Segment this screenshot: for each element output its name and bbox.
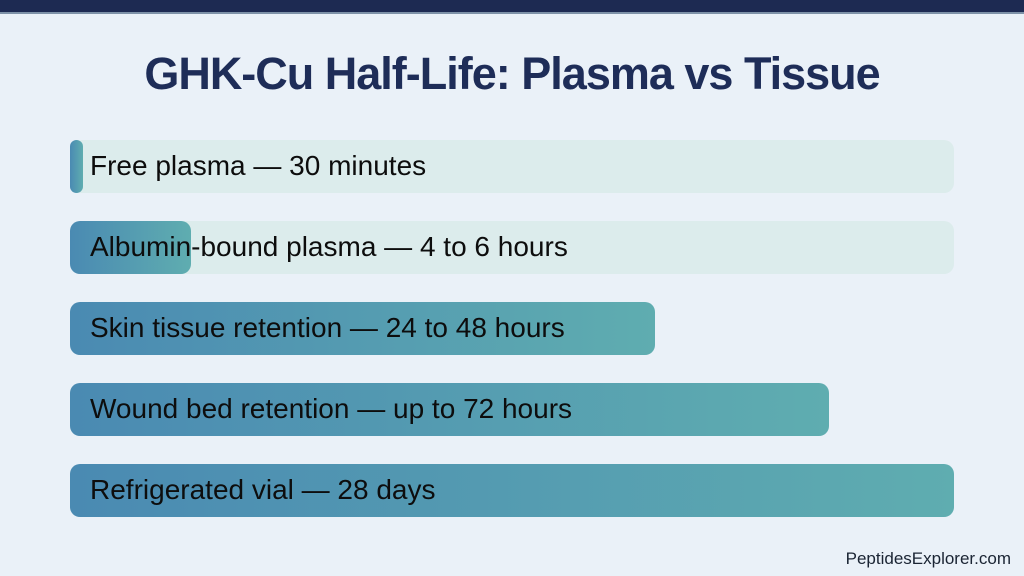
bar-label: Skin tissue retention — 24 to 48 hours bbox=[90, 312, 565, 344]
bar-label: Free plasma — 30 minutes bbox=[90, 150, 427, 182]
source-watermark: PeptidesExplorer.com bbox=[845, 549, 1011, 568]
bar-label: Wound bed retention — up to 72 hours bbox=[90, 393, 573, 425]
bar-fill bbox=[70, 463, 954, 517]
bar-fill bbox=[70, 382, 830, 436]
bar-row: Wound bed retention — up to 72 hours bbox=[70, 382, 954, 436]
header-accent-bar bbox=[0, 0, 1024, 14]
page-title: GHK-Cu Half-Life: Plasma vs Tissue bbox=[144, 48, 880, 99]
bar-row: Skin tissue retention — 24 to 48 hours bbox=[70, 301, 954, 355]
bar-label: Refrigerated vial — 28 days bbox=[90, 474, 436, 506]
bar-row: Albumin-bound plasma — 4 to 6 hours bbox=[70, 220, 954, 274]
bar-fill bbox=[70, 220, 192, 274]
bar-track bbox=[72, 220, 954, 274]
bar-row: Refrigerated vial — 28 days bbox=[70, 463, 954, 517]
half-life-bar-chart: Free plasma — 30 minutes Albumin-bound pl… bbox=[70, 139, 954, 517]
bar-track bbox=[72, 139, 954, 193]
bar-label: Albumin-bound plasma — 4 to 6 hours bbox=[90, 231, 568, 263]
bar-fill bbox=[70, 139, 84, 193]
bar-fill bbox=[70, 301, 656, 355]
bar-row: Free plasma — 30 minutes bbox=[70, 139, 954, 193]
